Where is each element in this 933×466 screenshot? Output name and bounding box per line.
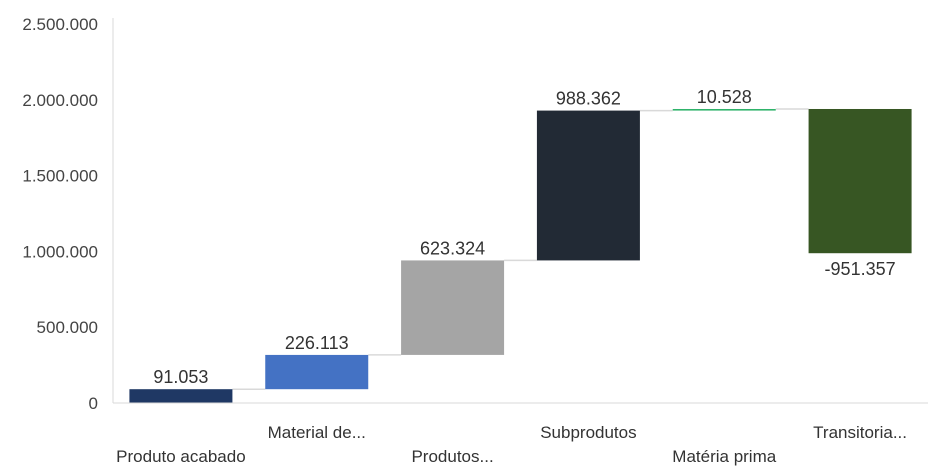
- x-tick-label: Transitoria...: [813, 423, 907, 442]
- data-labels: 91.053 226.113 623.324 988.362 10.528 -951.35…: [153, 87, 895, 387]
- bar: [536, 110, 640, 261]
- y-tick-label: 500.000: [37, 318, 98, 337]
- data-label: 623.324: [420, 238, 485, 258]
- data-label: -951.357: [825, 259, 896, 279]
- bar: [808, 108, 912, 254]
- bar: [129, 389, 233, 403]
- data-label: 988.362: [556, 89, 621, 109]
- x-tick-label: Produto acabado: [116, 447, 246, 466]
- data-label: 10.528: [697, 87, 752, 107]
- y-tick-label: 0: [89, 394, 98, 413]
- x-tick-label: Material de...: [268, 423, 366, 442]
- x-tick-label: Produtos...: [411, 447, 493, 466]
- connector-lines: [232, 108, 809, 390]
- bars: [129, 108, 912, 403]
- data-label: 226.113: [285, 333, 349, 353]
- y-tick-label: 1.000.000: [22, 242, 98, 261]
- x-axis: Produto acabado Material de... Produtos...…: [113, 402, 928, 466]
- bar: [265, 354, 369, 390]
- y-tick-label: 1.500.000: [22, 167, 98, 186]
- bar: [672, 108, 776, 111]
- y-axis: 0 500.000 1.000.000 1.500.000 2.000.000 2.500…: [22, 15, 114, 413]
- y-tick-label: 2.500.000: [22, 15, 98, 34]
- x-tick-label: Matéria prima: [672, 447, 776, 466]
- x-tick-label: Subprodutos: [540, 423, 636, 442]
- data-label: 91.053: [153, 367, 208, 387]
- bar: [401, 260, 505, 355]
- y-tick-label: 2.000.000: [22, 91, 98, 110]
